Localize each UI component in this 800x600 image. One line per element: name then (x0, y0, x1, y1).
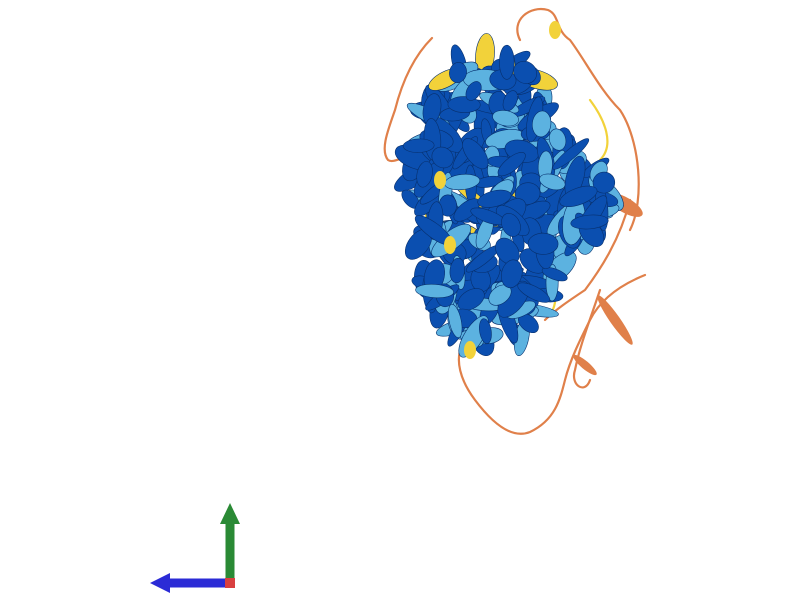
coil-segment (457, 273, 647, 435)
helix-segment (415, 283, 454, 299)
helix-segment (559, 185, 598, 208)
helix-segment (517, 282, 551, 303)
helix-segment (477, 189, 512, 208)
helix-segment (464, 341, 476, 359)
helix-segment (462, 138, 489, 170)
helix-segment (479, 318, 492, 344)
helix-segment (592, 171, 616, 194)
strand-segment (573, 354, 597, 376)
helix-segment (449, 62, 467, 83)
coil-segment (543, 198, 632, 322)
helix-segment (434, 171, 446, 189)
helix-segment (541, 267, 568, 282)
helix-segment (531, 110, 552, 138)
helix-segment (552, 138, 590, 170)
coil-segment (588, 98, 609, 162)
helix-segment (549, 21, 561, 39)
helix-segment (457, 288, 485, 311)
helix-segment (501, 259, 523, 289)
helix-segment (448, 304, 463, 338)
orientation-axes (150, 503, 240, 593)
strand-segment (597, 295, 633, 345)
protein-helix-regions (394, 21, 624, 359)
helix-segment (465, 81, 482, 101)
helix-segment (527, 232, 559, 255)
helix-segment (539, 173, 566, 191)
y-axis-arrowhead (220, 503, 240, 524)
helix-segment (416, 161, 433, 188)
helix-segment (570, 214, 609, 230)
coil-segment (572, 288, 602, 389)
coil-segment (516, 7, 640, 232)
helix-segment (444, 236, 456, 254)
helix-segment (449, 257, 465, 284)
helix-segment (501, 213, 521, 237)
helix-segment (513, 60, 537, 84)
x-axis-arrowhead (150, 573, 170, 593)
helix-segment (548, 128, 567, 151)
helix-segment (431, 146, 454, 169)
helix-segment (499, 44, 515, 80)
z-axis-marker (225, 578, 235, 588)
helix-segment (492, 110, 519, 127)
helix-segment (497, 152, 526, 177)
helix-segment (402, 138, 435, 153)
